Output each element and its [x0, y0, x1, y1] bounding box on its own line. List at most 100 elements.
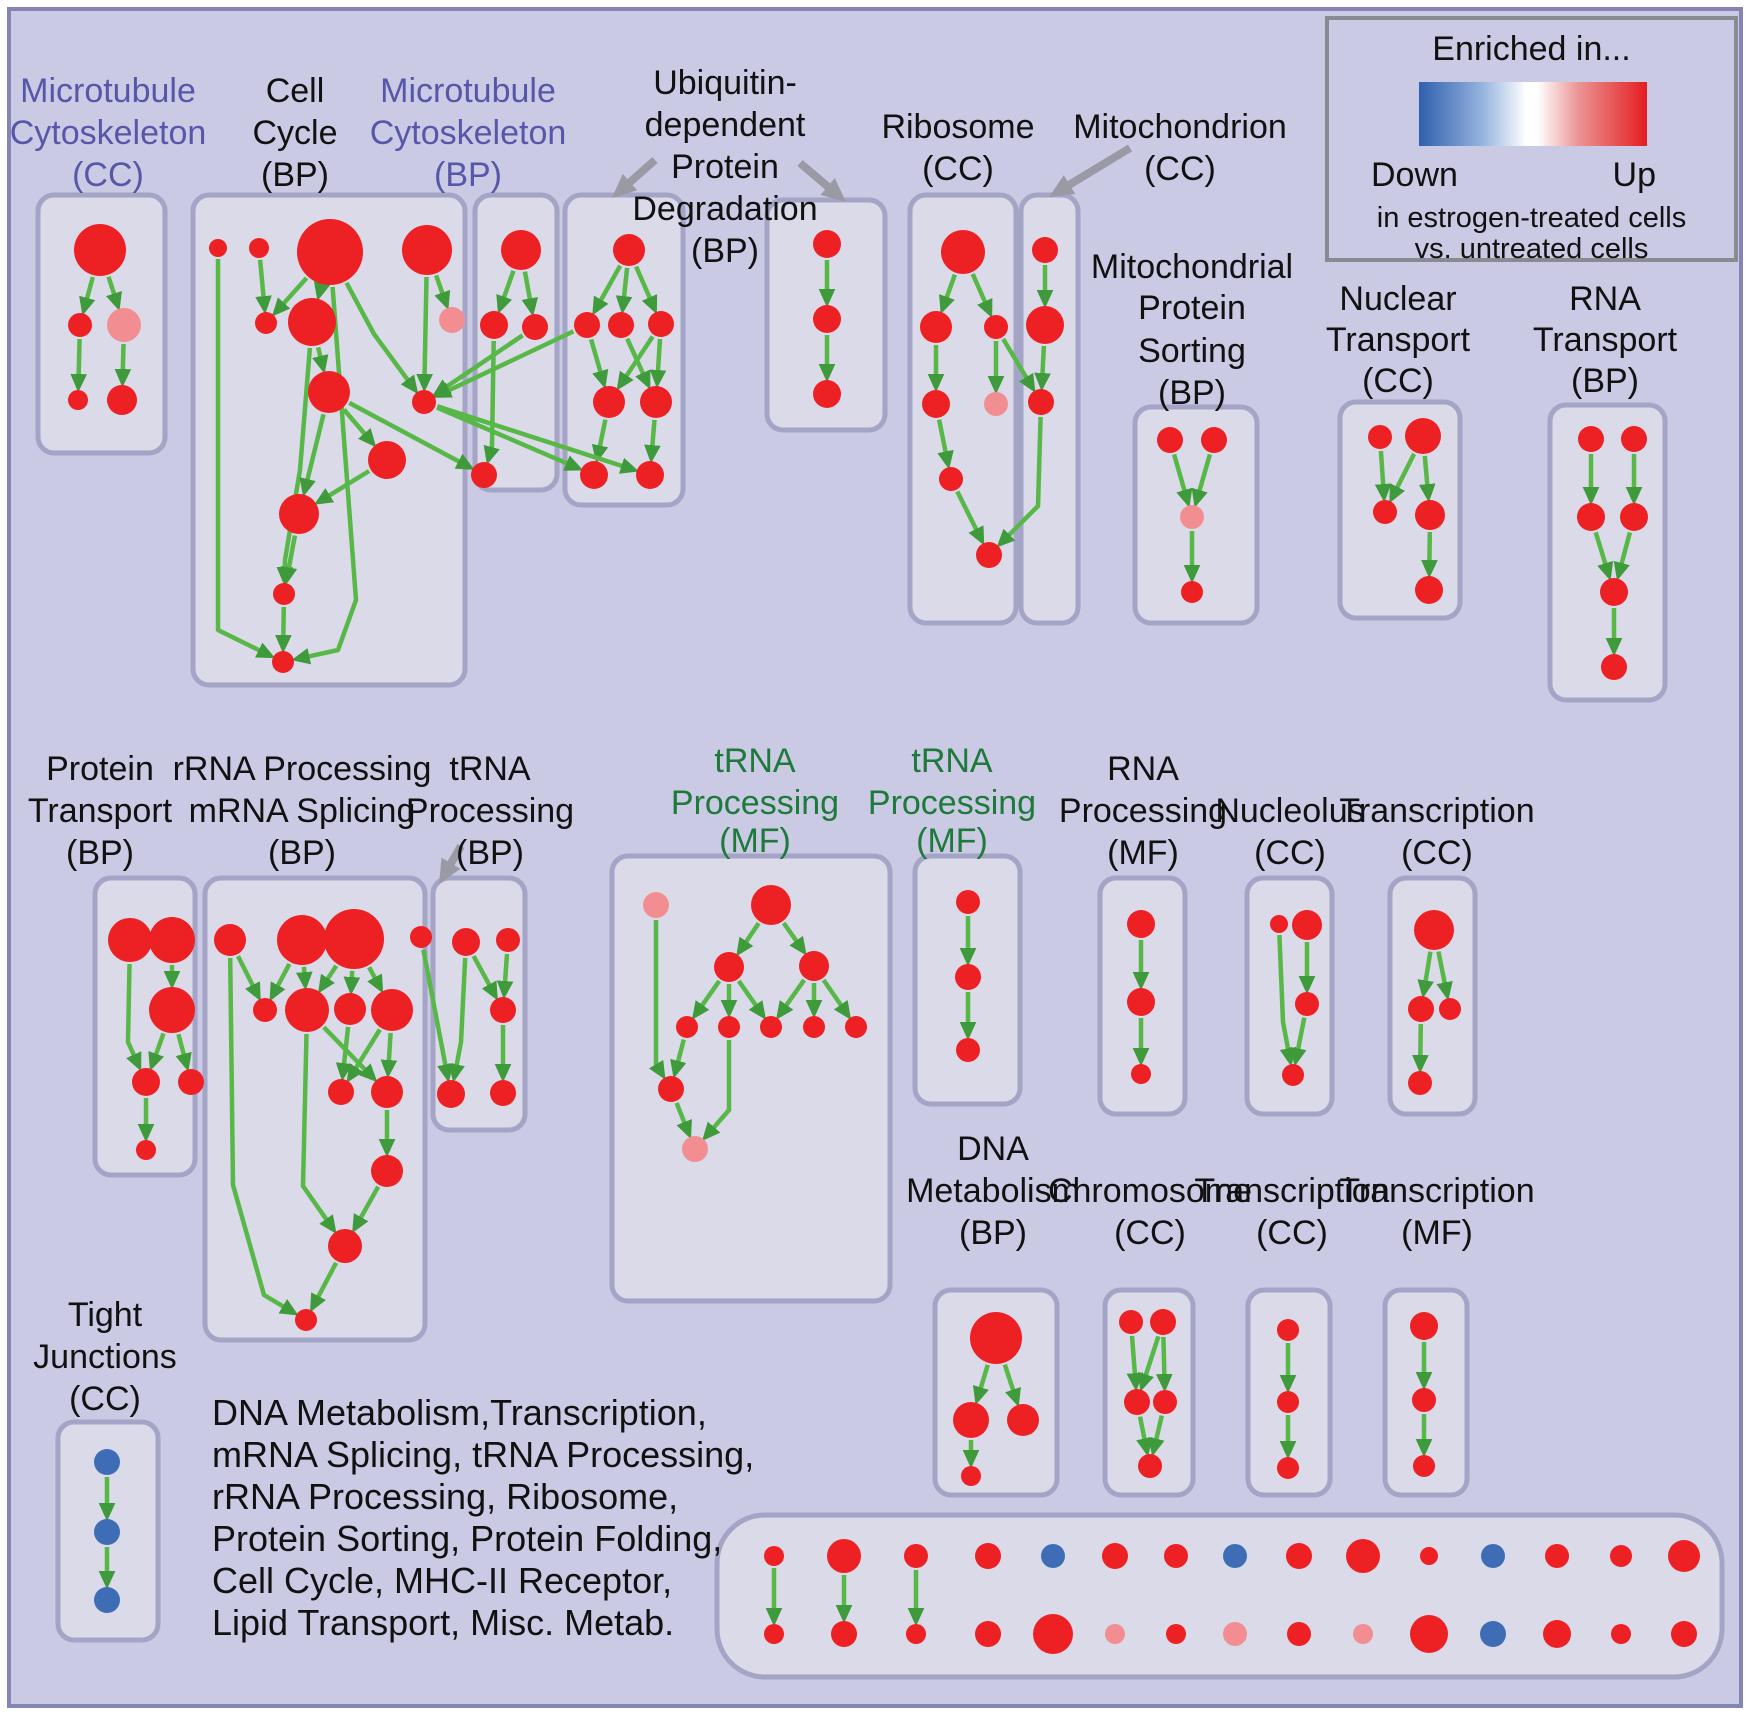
relation-edge — [352, 1185, 381, 1234]
go-term-node-up-regulated — [371, 1076, 403, 1108]
go-term-node-up-regulated — [368, 441, 406, 479]
relation-edge — [634, 265, 658, 315]
go-term-node-up-regulated — [1282, 1064, 1304, 1086]
go-term-node-up-regulated — [1408, 1071, 1432, 1095]
go-term-node-down-regulated — [1481, 1544, 1505, 1568]
go-term-node-up-regulated — [1373, 500, 1397, 524]
relation-edge — [1418, 455, 1436, 503]
go-term-node-up-regulated — [1410, 1615, 1448, 1653]
go-term-node-up-regulated — [580, 461, 608, 489]
go-term-node-up-regulated — [613, 234, 645, 266]
cluster-label-mtbp: (BP) — [434, 156, 502, 194]
go-term-node-up-regulated — [1368, 425, 1392, 449]
relation-edge — [346, 1028, 382, 1083]
relation-edge — [70, 338, 87, 393]
go-term-node-up-regulated — [1033, 1614, 1073, 1654]
relation-edge — [775, 978, 807, 1020]
relation-edge — [736, 921, 761, 957]
cluster-label-trnamf1: (MF) — [719, 822, 791, 860]
relation-edge — [471, 955, 498, 1001]
cluster-label-mps: Protein — [1138, 289, 1246, 327]
relation-edge — [1417, 951, 1434, 999]
footnote-line: Protein Sorting, Protein Folding, — [212, 1518, 722, 1559]
cluster-label-rib: (CC) — [922, 150, 994, 188]
relation-edge — [215, 259, 276, 659]
go-term-node-up-regulated — [490, 1080, 516, 1106]
cluster-label-mtcc: Cytoskeleton — [10, 114, 207, 152]
relation-edge — [1148, 1415, 1165, 1457]
go-term-node-up-regulated — [496, 928, 520, 952]
cluster-label-trnamf1: tRNA — [714, 742, 796, 780]
go-term-node-up-regulated — [1621, 426, 1647, 452]
go-term-node-up-regulated — [813, 230, 841, 258]
relation-edge — [432, 329, 575, 398]
cluster-label-mito: Mitochondrion — [1073, 108, 1287, 146]
go-term-node-up-regulated — [970, 1312, 1022, 1364]
relation-edge — [972, 1364, 990, 1405]
go-term-node-up-regulated — [956, 890, 980, 914]
go-term-node-up-regulated — [288, 298, 336, 346]
relation-edge — [996, 416, 1043, 548]
relation-edge — [380, 1032, 398, 1079]
relation-edge — [670, 1039, 687, 1079]
callout-arrow-head — [1049, 175, 1076, 197]
relation-edge — [299, 413, 326, 497]
cluster-label-mtcc: (CC) — [72, 156, 144, 194]
relation-edge — [970, 273, 993, 319]
cluster-label-trcc2: (CC) — [1256, 1214, 1328, 1252]
cluster-label-rnat: Transport — [1533, 321, 1678, 359]
relation-edge — [310, 1261, 339, 1313]
relation-edge — [521, 271, 539, 317]
cluster-label-mps: Sorting — [1138, 332, 1246, 370]
go-term-node-up-slight — [439, 307, 465, 333]
relation-edge — [483, 340, 500, 465]
go-term-node-up-regulated — [149, 917, 195, 963]
go-term-node-up-regulated — [68, 390, 88, 410]
relation-edge — [496, 269, 516, 315]
cluster-label-chrom: Chromosome — [1048, 1172, 1252, 1210]
go-term-node-up-regulated — [813, 380, 841, 408]
go-term-node-up-regulated — [255, 312, 277, 334]
cluster-label-trnabp: Processing — [406, 792, 574, 830]
go-term-node-up-regulated — [1286, 1543, 1312, 1569]
relation-edge — [436, 404, 639, 474]
legend-title: Enriched in... — [1432, 30, 1631, 68]
go-term-node-up-regulated — [1127, 988, 1155, 1016]
relation-edge — [1001, 337, 1036, 393]
relation-edge — [312, 346, 329, 374]
go-term-node-up-regulated — [1412, 1388, 1436, 1412]
cluster-label-mtbp: Microtubule — [380, 72, 556, 110]
go-term-node-up-regulated — [976, 542, 1002, 568]
go-term-node-up-regulated — [636, 461, 664, 489]
cluster-box-chrom — [1102, 1287, 1196, 1498]
go-term-node-up-regulated — [906, 1624, 926, 1644]
callout-arrow-head — [820, 178, 846, 202]
go-term-node-up-regulated — [277, 915, 327, 965]
relation-edge — [736, 979, 767, 1020]
relation-edge — [1136, 1416, 1153, 1457]
go-term-node-up-regulated — [574, 312, 600, 338]
go-term-node-up-regulated — [1201, 427, 1227, 453]
cluster-label-mtbp: Cytoskeleton — [370, 114, 567, 152]
cluster-label-nuct: Transport — [1326, 321, 1471, 359]
cluster-label-nuct: (CC) — [1362, 362, 1434, 400]
go-term-node-up-slight — [1223, 1622, 1247, 1646]
relation-edge — [1613, 531, 1633, 581]
go-term-node-up-regulated — [813, 305, 841, 333]
go-term-node-up-regulated — [253, 998, 277, 1022]
cluster-label-cc: Cycle — [252, 114, 337, 152]
cluster-label-trcc1: Transcription — [1339, 792, 1534, 830]
go-term-node-up-regulated — [845, 1016, 867, 1038]
cluster-label-trnamf2: (MF) — [916, 822, 988, 860]
go-term-node-up-regulated — [648, 311, 674, 337]
go-term-node-up-regulated — [676, 1016, 698, 1038]
go-term-node-up-regulated — [501, 230, 541, 270]
relation-edge — [1277, 934, 1297, 1067]
relation-edge — [691, 979, 722, 1020]
cluster-label-dnamet: (BP) — [959, 1214, 1027, 1252]
go-term-node-up-regulated — [1181, 581, 1203, 603]
cluster-label-cc: (BP) — [261, 156, 329, 194]
relation-edge — [280, 535, 298, 586]
cluster-label-nuct: Nuclear — [1339, 280, 1456, 318]
